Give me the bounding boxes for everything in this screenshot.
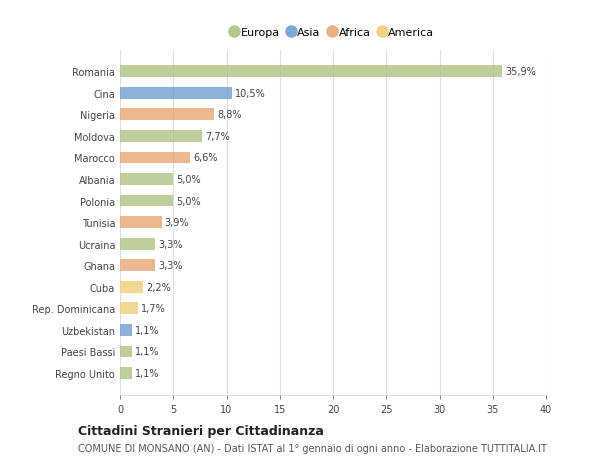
Text: 6,6%: 6,6% [193, 153, 218, 163]
Bar [120, 281, 143, 293]
Text: 3,3%: 3,3% [158, 239, 183, 249]
Text: Cittadini Stranieri per Cittadinanza: Cittadini Stranieri per Cittadinanza [78, 424, 324, 437]
Text: 8,8%: 8,8% [217, 110, 241, 120]
Text: 1,1%: 1,1% [135, 325, 160, 335]
Text: 1,1%: 1,1% [135, 368, 160, 378]
Text: 1,1%: 1,1% [135, 347, 160, 357]
Bar [120, 131, 202, 142]
Text: 5,0%: 5,0% [176, 174, 201, 185]
Bar [120, 260, 155, 272]
Bar [120, 66, 502, 78]
Bar [120, 152, 190, 164]
Bar [120, 195, 173, 207]
Bar [120, 367, 132, 379]
Bar [120, 217, 161, 229]
Text: 1,7%: 1,7% [142, 304, 166, 313]
Text: 35,9%: 35,9% [506, 67, 536, 77]
Legend: Europa, Asia, Africa, America: Europa, Asia, Africa, America [229, 25, 437, 40]
Text: 3,9%: 3,9% [165, 218, 189, 228]
Bar [120, 88, 232, 100]
Bar [120, 346, 132, 358]
Text: 7,7%: 7,7% [205, 132, 230, 141]
Bar [120, 174, 173, 185]
Bar [120, 238, 155, 250]
Bar [120, 109, 214, 121]
Text: COMUNE DI MONSANO (AN) - Dati ISTAT al 1° gennaio di ogni anno - Elaborazione TU: COMUNE DI MONSANO (AN) - Dati ISTAT al 1… [78, 443, 547, 453]
Text: 5,0%: 5,0% [176, 196, 201, 206]
Text: 10,5%: 10,5% [235, 89, 266, 99]
Bar [120, 324, 132, 336]
Text: 2,2%: 2,2% [146, 282, 172, 292]
Text: 3,3%: 3,3% [158, 261, 183, 271]
Bar [120, 303, 138, 314]
